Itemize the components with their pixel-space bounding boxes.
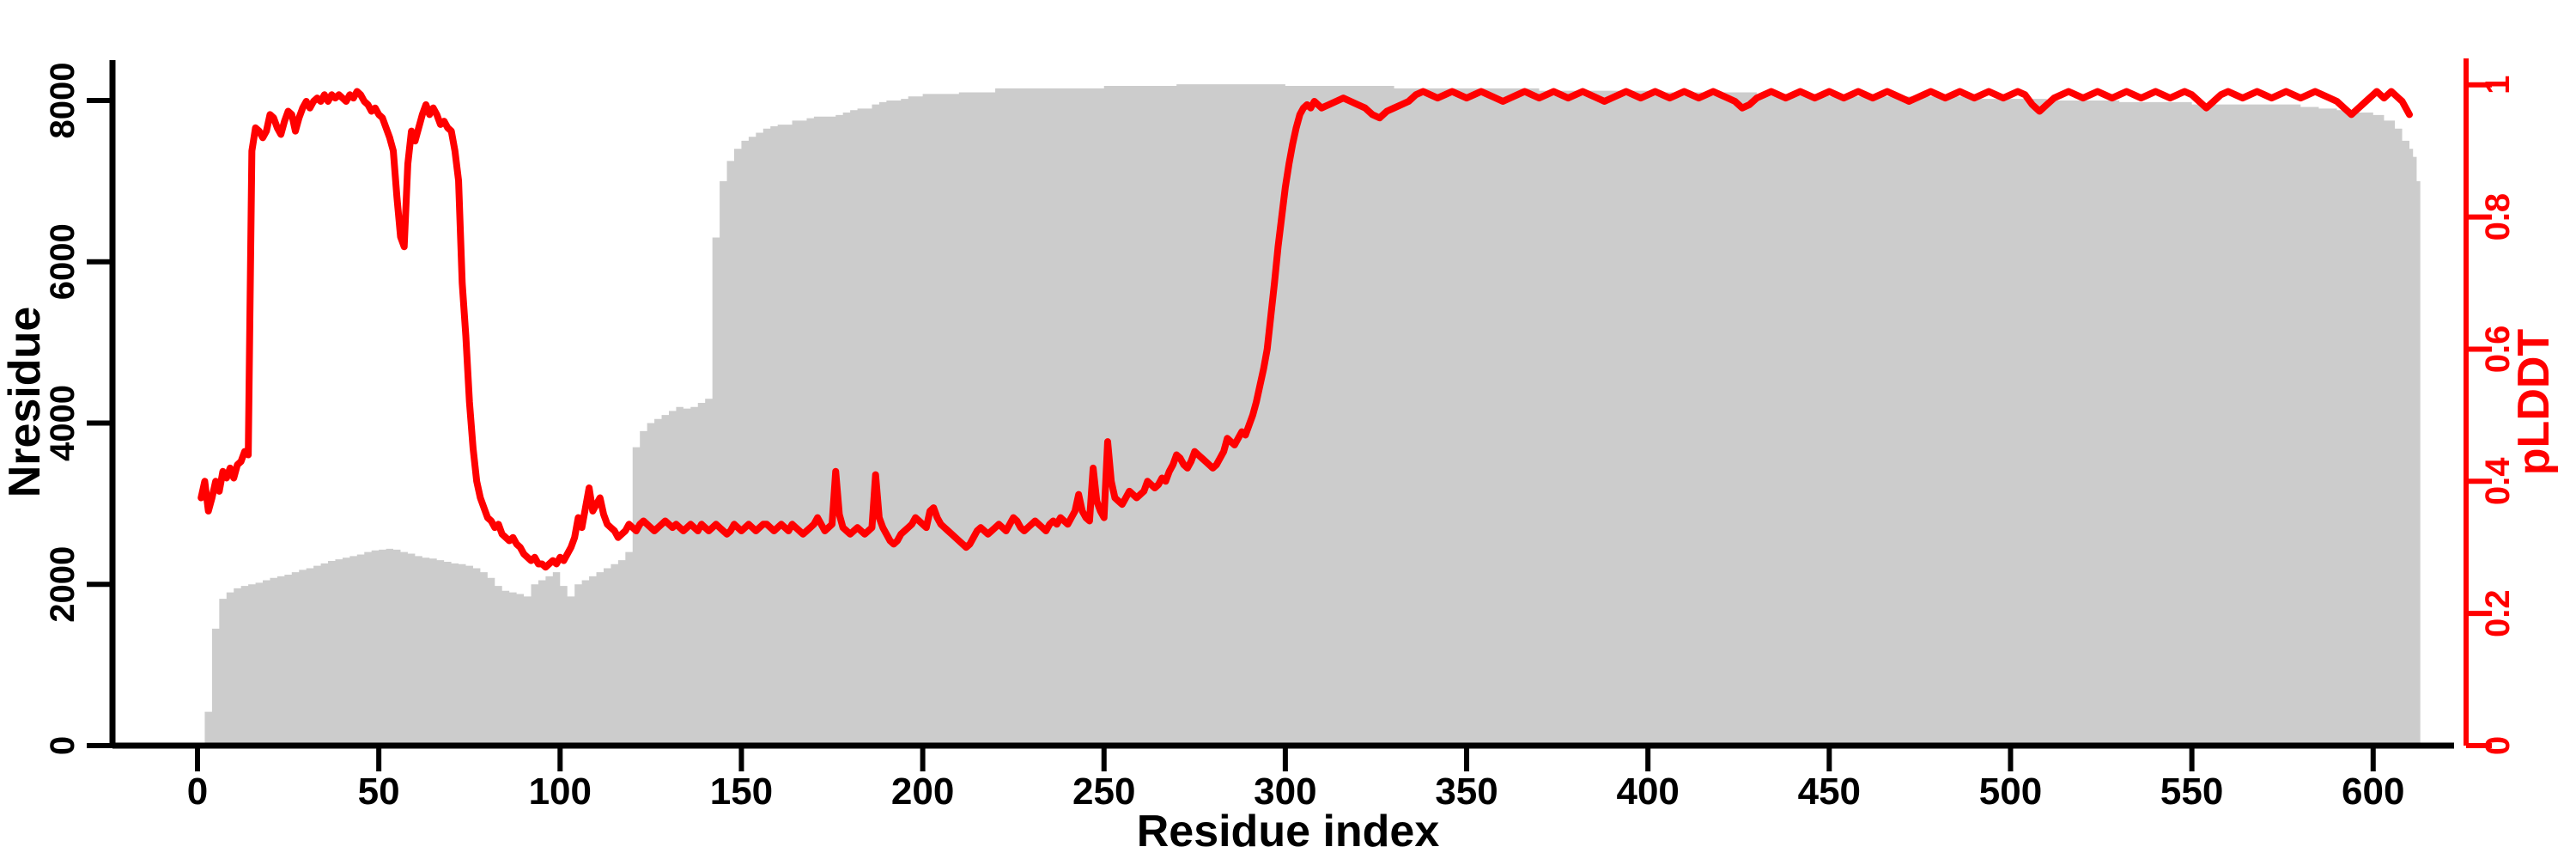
axis-tick-label: 0.8	[2479, 193, 2517, 241]
axis-tick-label: 400	[1616, 771, 1679, 813]
axis-tick-label: 200	[891, 771, 954, 813]
axis-tick-label: 500	[1979, 771, 2042, 813]
nresidue-area-series	[197, 84, 2421, 746]
left-axis-tick-labels: 0 2000 4000 6000 8000	[44, 62, 82, 755]
right-axis-ticks	[2466, 82, 2492, 748]
left-axis-ticks	[87, 97, 112, 748]
axis-tick-label: 550	[2160, 771, 2223, 813]
axis-tick-label: 8000	[44, 62, 82, 138]
x-axis-title: Residue index	[1137, 807, 1440, 856]
axis-tick-label: 0	[187, 771, 208, 813]
axis-tick-label: 300	[1254, 771, 1316, 813]
right-axis-tick-labels: 0 0.2 0.4 0.6 0.8 1	[2479, 76, 2517, 755]
axis-tick-label: 2000	[44, 546, 82, 623]
axis-tick-label: 100	[529, 771, 592, 813]
axis-tick-label: 350	[1435, 771, 1498, 813]
axis-tick-label: 50	[358, 771, 400, 813]
axis-tick-label: 0.4	[2479, 457, 2517, 505]
bottom-axis-tick-labels: 0 50 100 150 200 250 300 350 400 450 500 550 600	[187, 771, 2405, 813]
axis-tick-label: 150	[710, 771, 773, 813]
axis-tick-label: 0	[44, 736, 82, 755]
axis-tick-label: 1	[2479, 76, 2517, 94]
axis-tick-label: 0	[2479, 736, 2517, 755]
plddt-line-series	[197, 88, 2413, 571]
bottom-axis-ticks	[195, 746, 2376, 771]
y-axis-title: Nresidue	[0, 307, 50, 498]
axis-tick-label: 250	[1072, 771, 1135, 813]
axis-tick-label: 600	[2342, 771, 2404, 813]
axis-tick-label: 0.6	[2479, 326, 2517, 374]
y2-axis-title: pLDDT	[2509, 329, 2559, 476]
axis-tick-label: 450	[1798, 771, 1861, 813]
axis-tick-label: 0.2	[2479, 589, 2517, 637]
axis-tick-label: 6000	[44, 223, 82, 300]
axis-tick-label: 4000	[44, 385, 82, 461]
